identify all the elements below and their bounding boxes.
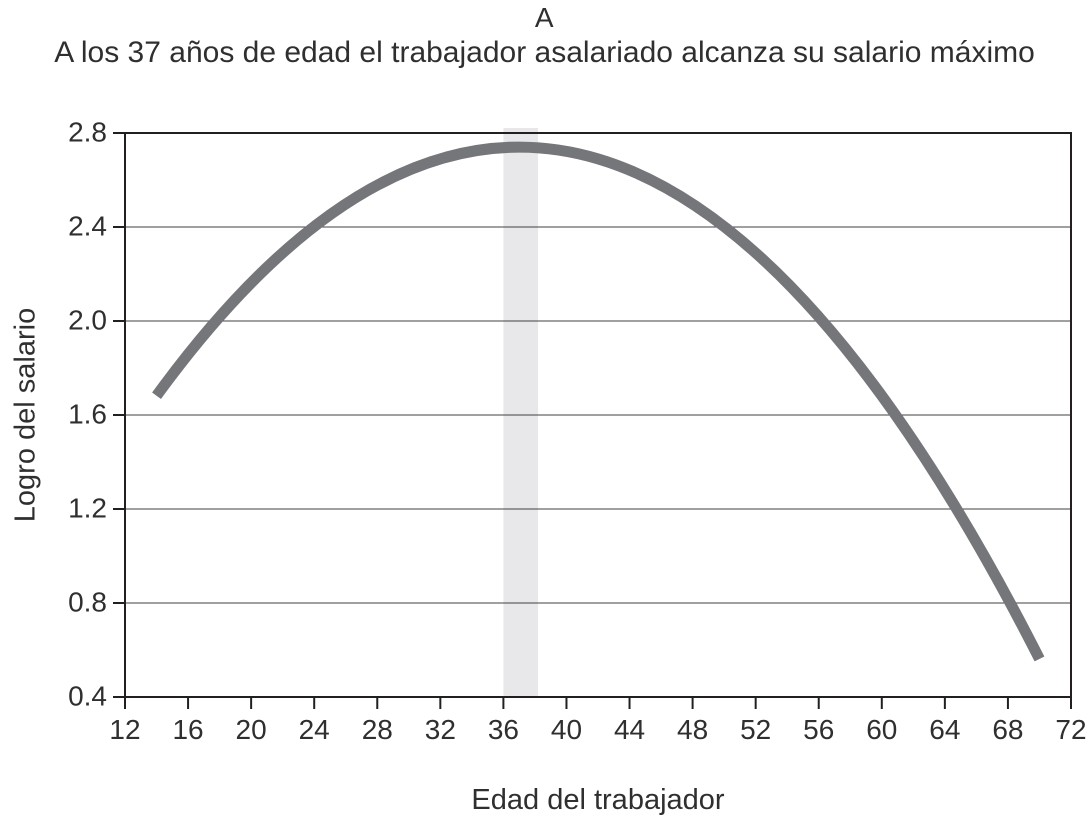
- x-tick-label: 48: [677, 714, 709, 745]
- y-tick-label: 2.0: [68, 304, 107, 336]
- x-tick-label: 44: [613, 714, 646, 745]
- x-tick-label: 12: [109, 714, 141, 745]
- x-tick-label: 68: [992, 714, 1024, 745]
- salary-age-curve: [152, 141, 1045, 662]
- y-tick-label: 2.8: [68, 116, 107, 148]
- x-tick-label: 64: [929, 714, 961, 745]
- chart-subtitle: A los 37 años de edad el trabajador asal…: [54, 36, 1035, 69]
- panel-label: A: [534, 2, 555, 33]
- y-axis-tick-labels: 0.4 0.8 1.2 1.6 2.0 2.4 2.8: [0, 0, 109, 826]
- y-tick-label: 2.4: [68, 210, 107, 242]
- x-tick-label: 72: [1055, 714, 1087, 745]
- y-tick-label: 0.4: [68, 680, 107, 712]
- x-tick-label: 16: [172, 714, 204, 745]
- x-tick-label: 40: [550, 714, 583, 745]
- x-tick-label: 20: [235, 714, 267, 745]
- y-tick-label: 0.8: [68, 586, 107, 618]
- x-tick-label: 32: [424, 714, 456, 745]
- x-tick-label: 60: [866, 714, 898, 745]
- y-tick-label: 1.6: [68, 398, 107, 430]
- x-tick-label: 56: [803, 714, 835, 745]
- x-tick-label: 52: [740, 714, 772, 745]
- y-tick-label: 1.2: [68, 492, 107, 524]
- x-tick-label: 28: [361, 714, 393, 745]
- x-tick-label: 24: [298, 714, 330, 745]
- max-salary-highlight-band: [503, 128, 539, 697]
- x-tick-label: 36: [487, 714, 519, 745]
- x-axis-title: Edad del trabajador: [471, 784, 725, 816]
